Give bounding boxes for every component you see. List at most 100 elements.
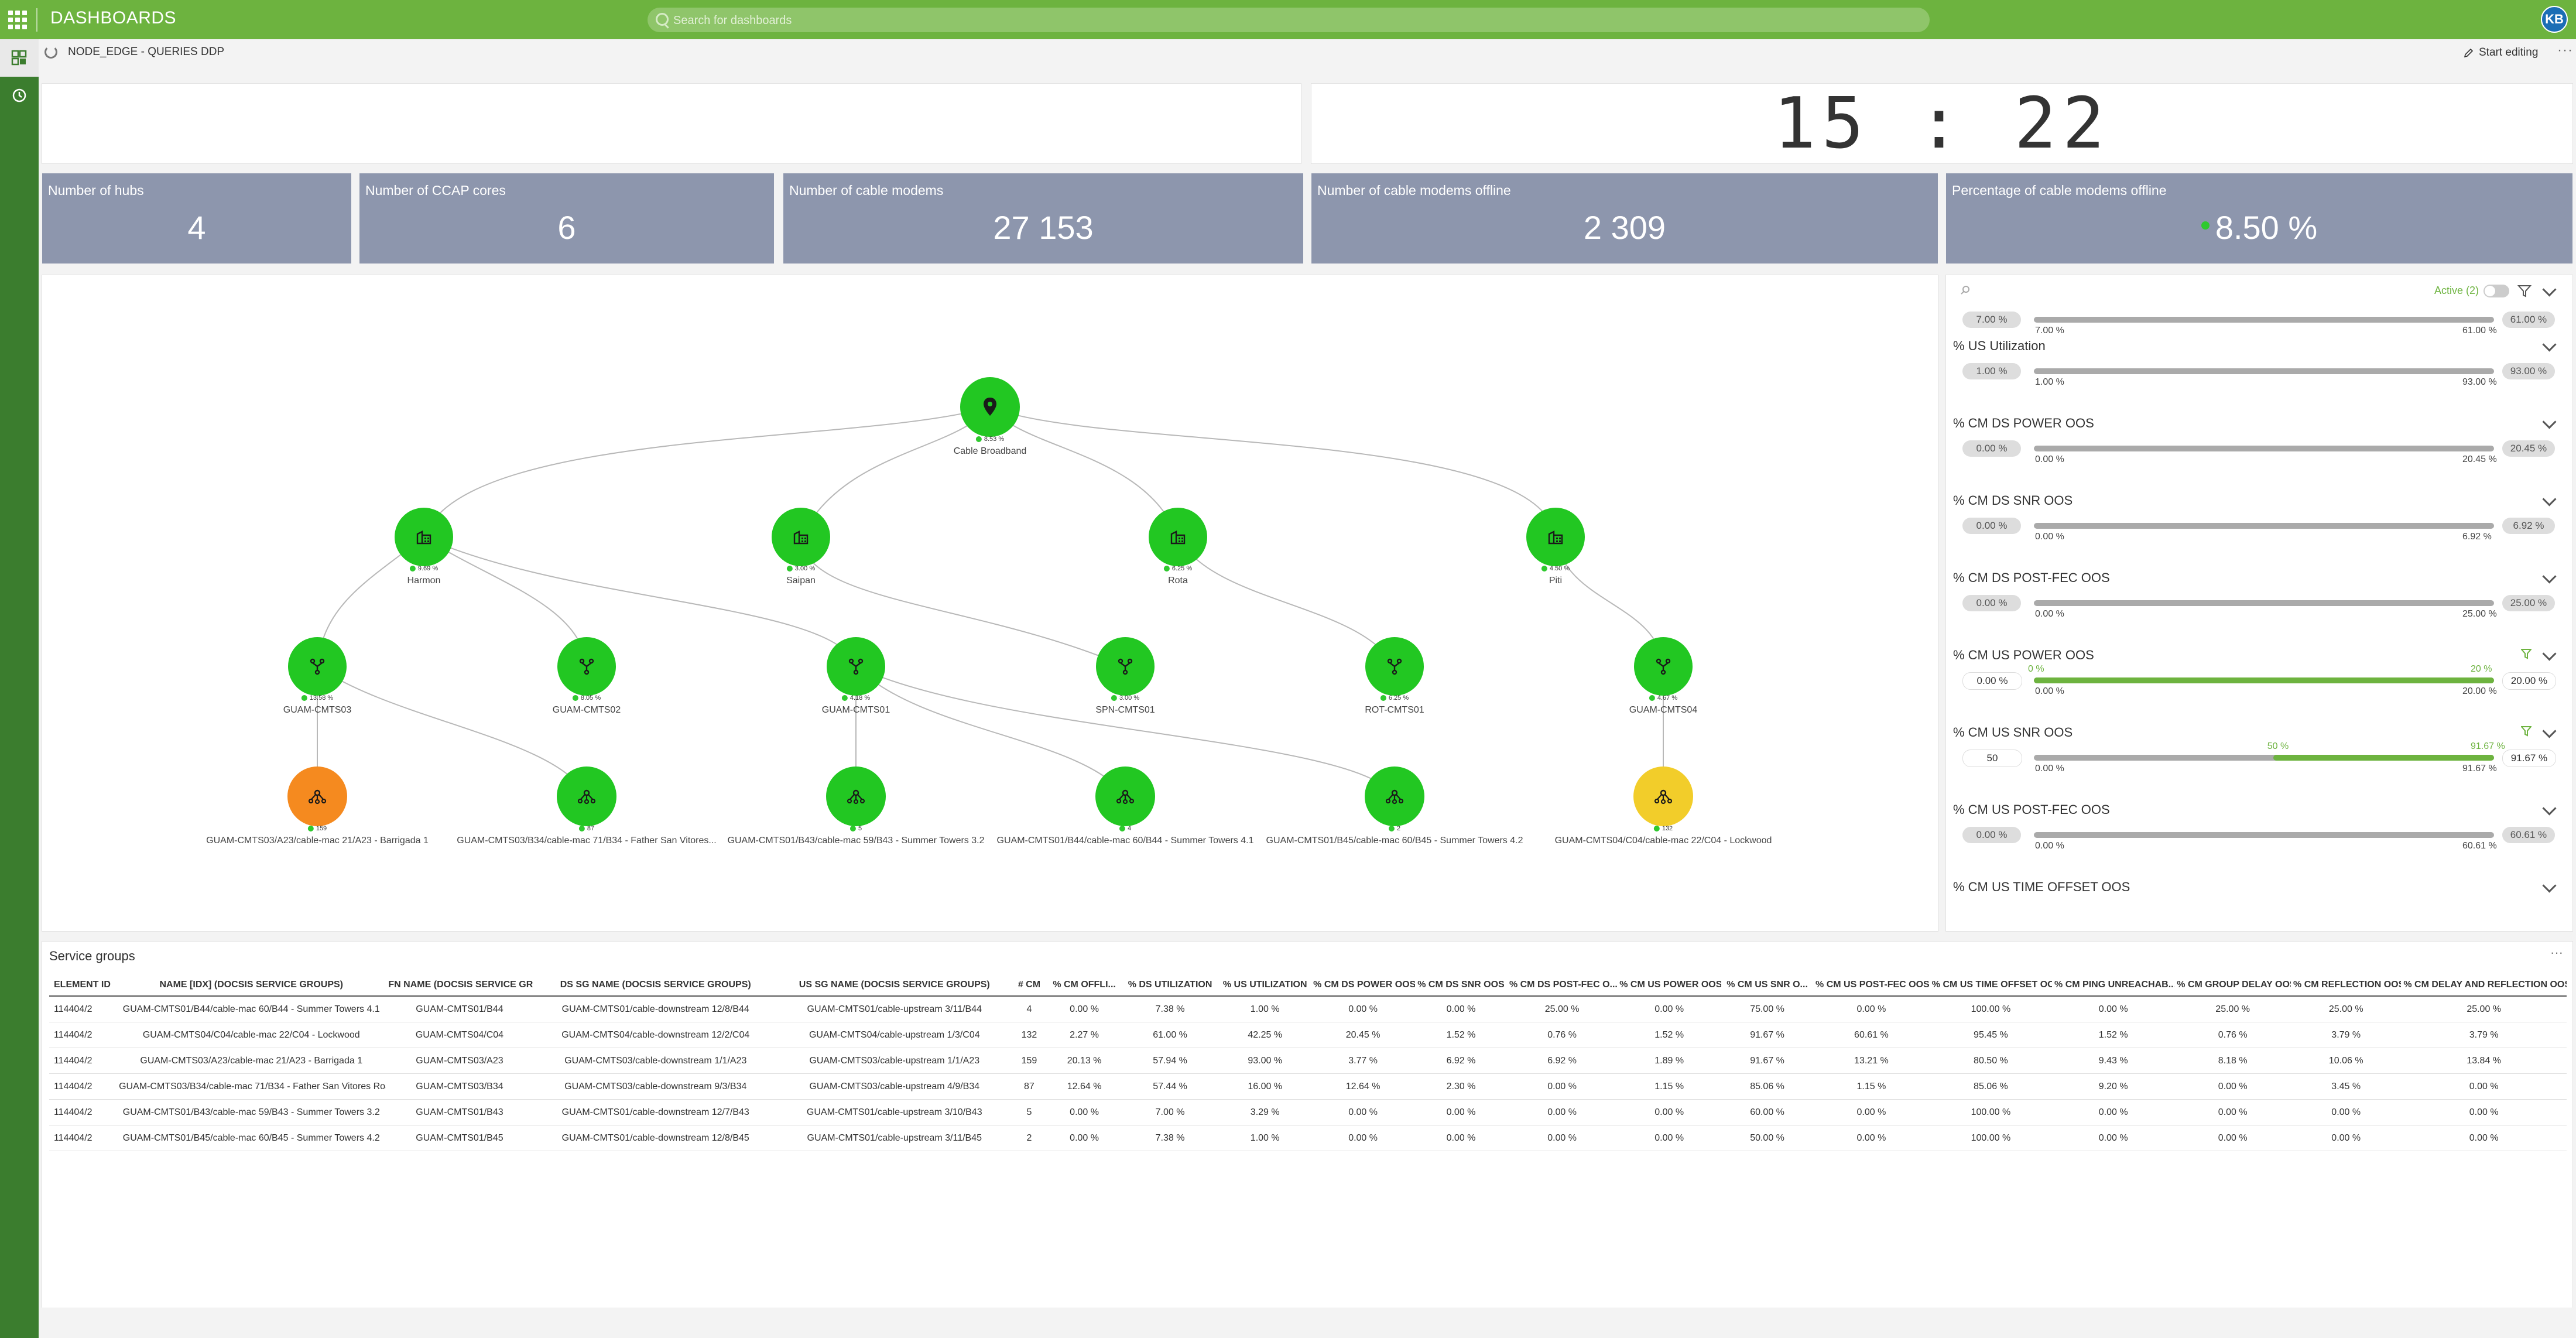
column-header[interactable]: % CM US SNR O... (1721, 974, 1814, 997)
table-cell: 114404/2 (49, 996, 117, 1022)
service-group-node[interactable] (1095, 766, 1155, 826)
active-filter-icon[interactable] (2520, 649, 2533, 659)
node-pct: 9.69 % (410, 565, 438, 572)
filter-range-track[interactable] (2034, 755, 2494, 761)
hub-node[interactable] (1149, 508, 1207, 566)
app-title: DASHBOARDS (50, 8, 177, 28)
clock-time: 15 : 22 (1773, 83, 2111, 165)
service-group-node[interactable] (287, 766, 347, 826)
hub-node[interactable] (1526, 508, 1585, 566)
filter-range-selection[interactable] (2273, 755, 2494, 761)
column-header[interactable]: % CM DS SNR OOS (1415, 974, 1507, 997)
table-cell: GUAM-CMTS04/cable-downstream 12/2/C04 (533, 1022, 778, 1048)
filter-search-icon[interactable] (1960, 285, 1971, 295)
user-avatar[interactable]: KB (2541, 6, 2568, 33)
hub-node[interactable] (395, 508, 453, 566)
sidebar-item-dashboards[interactable] (0, 39, 39, 77)
start-editing-button[interactable]: Start editing (2464, 43, 2538, 62)
service-group-node[interactable] (1633, 766, 1693, 826)
filter-range-track[interactable] (2034, 317, 2494, 323)
empty-panel (42, 84, 1301, 163)
table-title: Service groups (49, 949, 135, 963)
search-input[interactable] (672, 8, 1916, 33)
filter-title: % CM DS SNR OOS (1953, 493, 2073, 508)
filter-max-pill[interactable]: 93.00 % (2502, 363, 2555, 379)
history-icon[interactable] (11, 87, 28, 104)
ccap-node[interactable] (1634, 637, 1693, 696)
table-row[interactable]: 114404/2 GUAM-CMTS04/C04/cable-mac 22/C04… (49, 1022, 2567, 1048)
filter-max-pill[interactable]: 61.00 % (2502, 312, 2555, 328)
table-cell: 20.45 % (1311, 1022, 1416, 1048)
column-header[interactable]: # CM (1010, 974, 1048, 997)
column-header[interactable]: % CM US TIME OFFSET OOS (1929, 974, 2053, 997)
kpi-hubs: Number of hubs 4 (42, 173, 351, 264)
table-cell: 0.00 % (1813, 1099, 1930, 1125)
column-header[interactable]: DS SG NAME (DOCSIS SERVICE GROUPS) (533, 974, 778, 997)
filter-min-pill[interactable]: 7.00 % (1962, 312, 2021, 328)
network-split-icon (1656, 658, 1671, 675)
filter-range-track[interactable] (2034, 832, 2494, 838)
column-header[interactable]: US SG NAME (DOCSIS SERVICE GROUPS) (777, 974, 1011, 997)
filter-min-input[interactable]: 50 (1962, 750, 2022, 767)
ccap-node[interactable] (827, 637, 885, 696)
table-more-icon[interactable]: ··· (2550, 945, 2563, 960)
ccap-node[interactable] (1365, 637, 1424, 696)
filter-range-track[interactable] (2034, 446, 2494, 451)
kpi-title: Number of cable modems offline (1317, 183, 1511, 198)
column-header[interactable]: ELEMENT ID (49, 974, 117, 997)
ccap-node[interactable] (288, 637, 347, 696)
ccap-node[interactable] (1096, 637, 1155, 696)
filter-max-pill[interactable]: 20.45 % (2502, 440, 2555, 457)
active-filter-icon[interactable] (2520, 726, 2533, 737)
column-header[interactable]: % CM OFFLI... (1047, 974, 1121, 997)
hub-node[interactable] (772, 508, 830, 566)
column-header[interactable]: % CM DELAY AND REFLECTION OOS (2401, 974, 2567, 997)
filter-min-input[interactable]: 0.00 % (1962, 672, 2022, 690)
active-toggle[interactable] (2483, 285, 2509, 297)
more-options-icon[interactable]: ··· (2557, 42, 2573, 58)
table-cell: GUAM-CMTS01/cable-upstream 3/10/B43 (777, 1099, 1011, 1125)
column-header[interactable]: % CM US POST-FEC OOS (1813, 974, 1930, 997)
column-header[interactable]: % CM DS POST-FEC O... (1506, 974, 1618, 997)
node-pct: 3.00 % (1111, 694, 1139, 701)
column-header[interactable]: % DS UTILIZATION (1121, 974, 1220, 997)
table-row[interactable]: 114404/2 GUAM-CMTS01/B45/cable-mac 60/B45… (49, 1125, 2567, 1151)
filter-min-pill[interactable]: 1.00 % (1962, 363, 2021, 379)
root-node[interactable] (960, 377, 1020, 437)
filter-icon[interactable] (2517, 285, 2532, 297)
filter-min-pill[interactable]: 0.00 % (1962, 595, 2021, 611)
table-cell: 16.00 % (1219, 1073, 1311, 1100)
column-header[interactable]: % US UTILIZATION (1219, 974, 1311, 997)
filter-max-pill[interactable]: 6.92 % (2502, 518, 2555, 534)
filter-max-input[interactable]: 91.67 % (2502, 750, 2556, 767)
table-cell: 2 (1010, 1125, 1048, 1151)
filter-range-track[interactable] (2034, 368, 2494, 374)
table-row[interactable]: 114404/2 GUAM-CMTS01/B43/cable-mac 59/B43… (49, 1099, 2567, 1125)
column-header[interactable]: FN NAME (DOCSIS SERVICE GROU... (386, 974, 533, 997)
service-group-node[interactable] (557, 766, 616, 826)
table-cell: 6.92 % (1506, 1048, 1618, 1074)
filter-min-pill[interactable]: 0.00 % (1962, 827, 2021, 843)
refresh-icon[interactable] (44, 46, 57, 59)
ccap-node[interactable] (557, 637, 616, 696)
service-group-node[interactable] (826, 766, 886, 826)
column-header[interactable]: % CM GROUP DELAY OOS (2174, 974, 2291, 997)
column-header[interactable]: NAME [IDX] (DOCSIS SERVICE GROUPS) (117, 974, 386, 997)
service-group-node[interactable] (1365, 766, 1424, 826)
filter-min-pill[interactable]: 0.00 % (1962, 440, 2021, 457)
filter-max-pill[interactable]: 25.00 % (2502, 595, 2555, 611)
filter-range-track[interactable] (2034, 600, 2494, 606)
table-row[interactable]: 114404/2 GUAM-CMTS03/A23/cable-mac 21/A23… (49, 1048, 2567, 1074)
filter-range-track[interactable] (2034, 523, 2494, 529)
column-header[interactable]: % CM DS POWER OOS (1311, 974, 1416, 997)
table-row[interactable]: 114404/2 GUAM-CMTS03/B34/cable-mac 71/B34… (49, 1073, 2567, 1100)
filter-max-input[interactable]: 20.00 % (2502, 672, 2556, 690)
app-launcher-icon[interactable] (8, 11, 27, 29)
filter-min-pill[interactable]: 0.00 % (1962, 518, 2021, 534)
column-header[interactable]: % CM REFLECTION OOS (2291, 974, 2402, 997)
table-row[interactable]: 114404/2 GUAM-CMTS01/B44/cable-mac 60/B44… (49, 996, 2567, 1022)
column-header[interactable]: % CM US POWER OOS (1617, 974, 1722, 997)
filter-range-selection[interactable] (2034, 677, 2494, 683)
filter-max-pill[interactable]: 60.61 % (2502, 827, 2555, 843)
column-header[interactable]: % CM PING UNREACHAB... (2052, 974, 2175, 997)
